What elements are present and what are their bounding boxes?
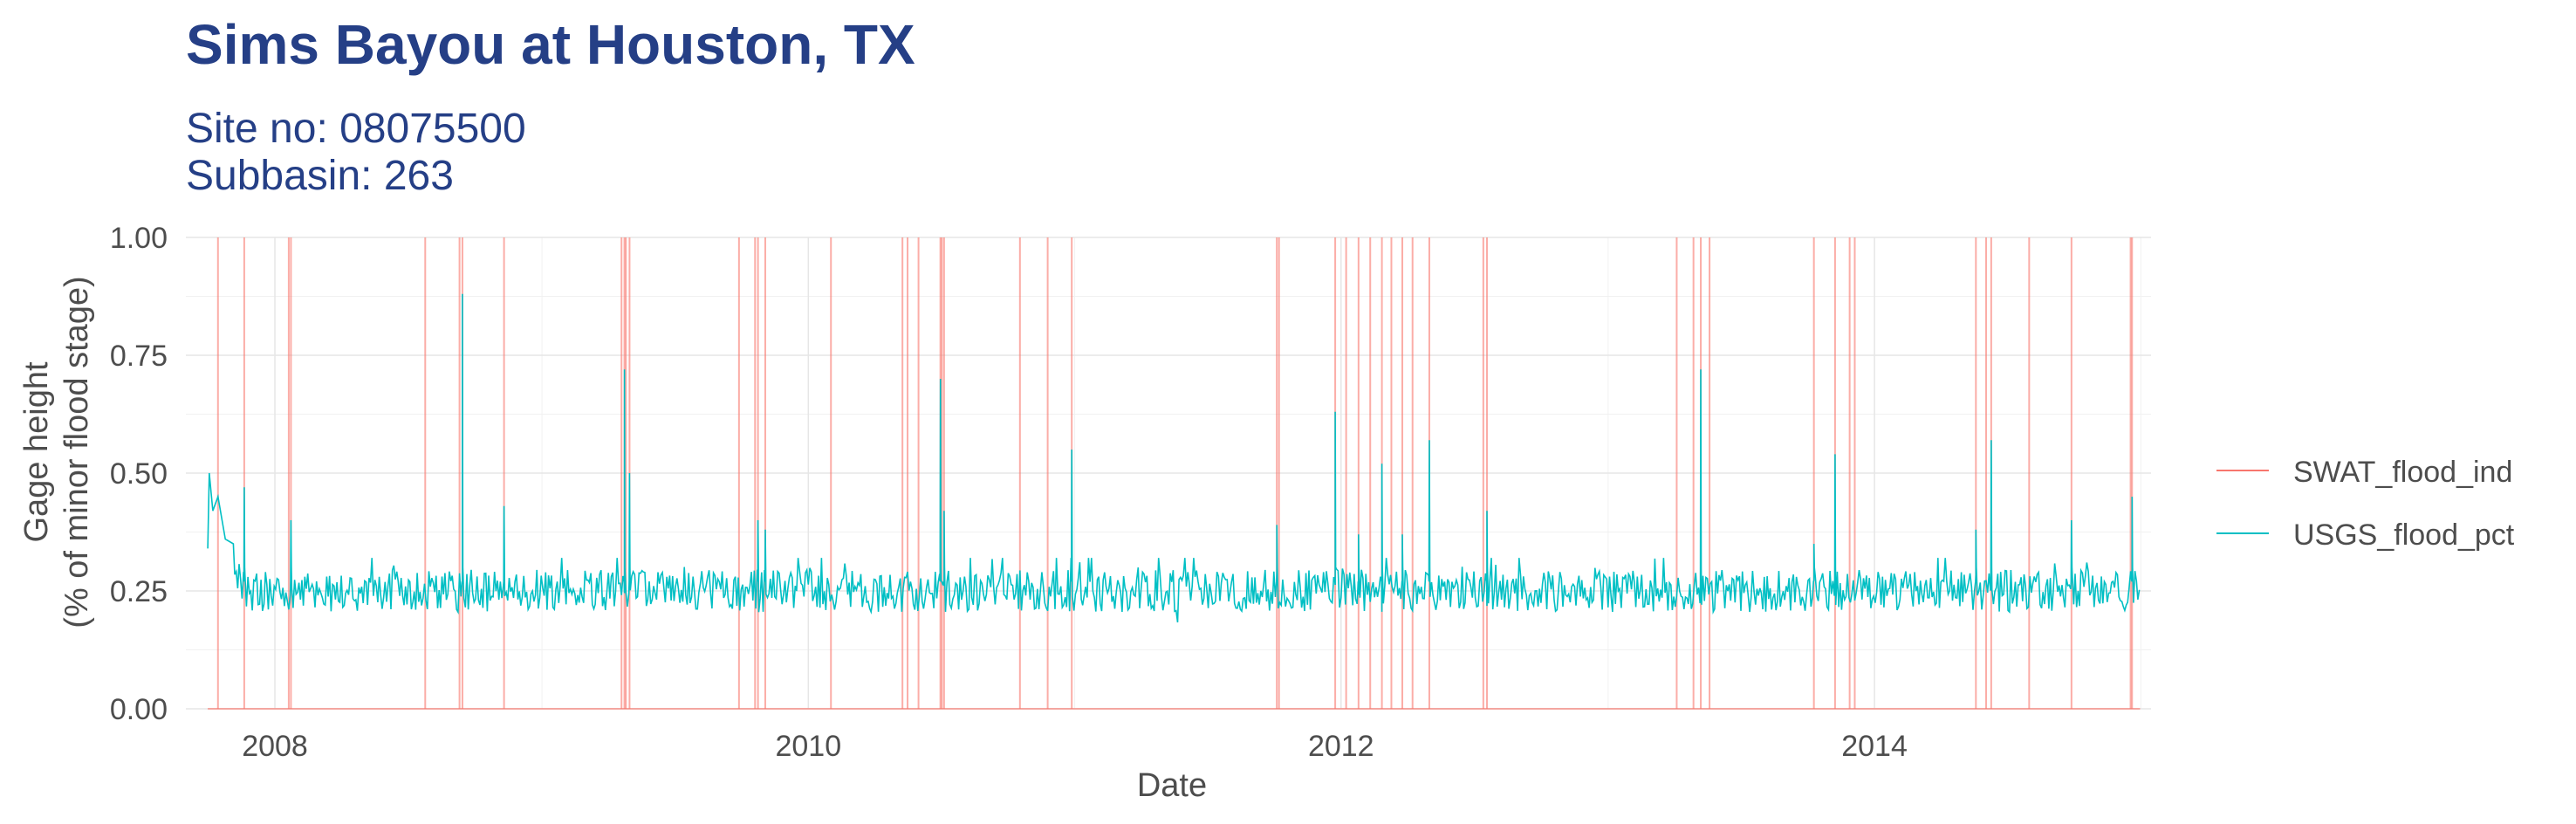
y-tick-label: 1.00 [110,222,168,255]
y-axis-label-line-2: (% of minor flood stage) [58,276,95,628]
x-tick-label: 2008 [242,730,308,763]
chart-subtitle-site: Site no: 08075500 [186,106,526,152]
legend-label-usgs-flood-pct: USGS_flood_pct [2293,518,2515,552]
swat-flood-ind-series [208,237,2141,710]
y-tick-label: 0.75 [110,340,168,373]
chart-title: Sims Bayou at Houston, TX [186,13,915,76]
x-axis-label: Date [1137,767,1207,804]
x-tick-label: 2012 [1308,730,1374,763]
usgs-flood-pct-line [207,293,2141,623]
x-axis-ticks: 2008 2010 2012 2014 [242,730,1908,763]
usgs-flood-pct-series [207,293,2141,623]
legend-label-swat-flood-ind: SWAT_flood_ind [2293,456,2512,489]
legend: SWAT_flood_ind USGS_flood_pct [2216,456,2515,552]
y-axis-label-line-1: Gage height [18,361,55,542]
y-tick-label: 0.50 [110,457,168,491]
grid-lines [186,237,2151,710]
x-tick-label: 2014 [1841,730,1908,763]
y-tick-label: 0.25 [110,575,168,608]
y-tick-label: 0.00 [110,693,168,726]
x-tick-label: 2010 [775,730,841,763]
y-axis-ticks: 0.00 0.25 0.50 0.75 1.00 [110,222,168,726]
chart-subtitle-subbasin: Subbasin: 263 [186,153,454,199]
